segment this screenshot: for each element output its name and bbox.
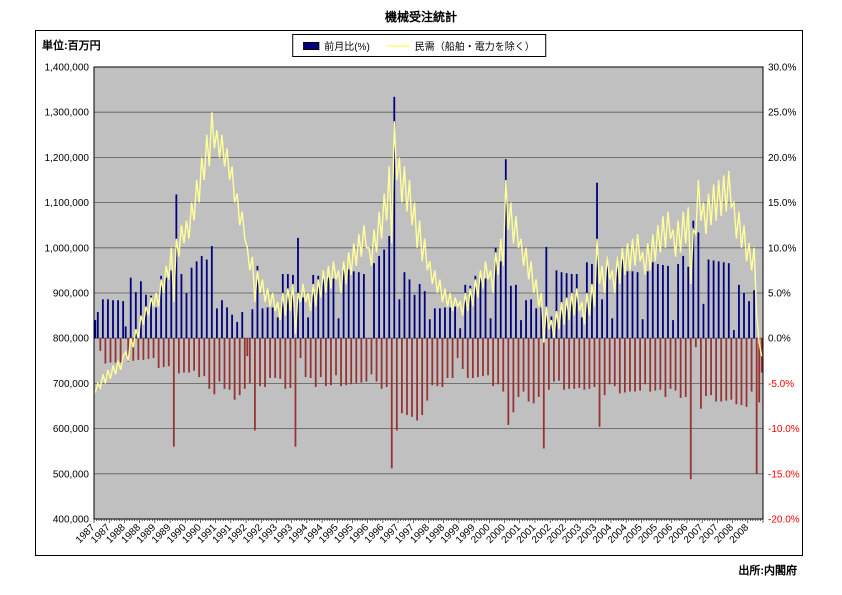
demand-line (94, 112, 763, 393)
svg-text:400,000: 400,000 (53, 515, 90, 526)
svg-text:-10.0%: -10.0% (768, 424, 800, 435)
source-label: 出所:内閣府 (738, 565, 797, 577)
legend: 前月比(%) 民需（船舶・電力を除く） (292, 34, 546, 57)
svg-text:1,000,000: 1,000,000 (45, 243, 90, 254)
right-axis-labels: -20.0% -15.0% -10.0% -5.0% 0.0% 5.0% 10.0% 15.0… (768, 63, 800, 526)
svg-text:0.0%: 0.0% (768, 334, 791, 345)
svg-text:5.0%: 5.0% (768, 289, 791, 300)
legend-bar-swatch (303, 41, 320, 50)
svg-text:15.0%: 15.0% (768, 198, 796, 209)
svg-text:25.0%: 25.0% (768, 108, 796, 119)
svg-text:1,400,000: 1,400,000 (45, 63, 90, 74)
svg-text:-5.0%: -5.0% (768, 379, 794, 390)
svg-text:700,000: 700,000 (53, 379, 90, 390)
chart-frame: 単位:百万円 前月比(%) 民需（船舶・電力を除く） 400,000 500,00… (35, 30, 803, 556)
left-axis-labels: 400,000 500,000 600,000 700,000 800,000 900,0… (45, 63, 90, 526)
svg-text:1,200,000: 1,200,000 (45, 153, 90, 164)
svg-text:1,300,000: 1,300,000 (45, 108, 90, 119)
legend-item-line: 民需（船舶・電力を除く） (385, 38, 535, 53)
unit-label: 単位:百万円 (42, 40, 101, 52)
legend-bar-label: 前月比(%) (324, 42, 370, 53)
svg-text:900,000: 900,000 (53, 289, 90, 300)
chart-svg: 400,000 500,000 600,000 700,000 800,000 900,0… (45, 63, 800, 546)
svg-text:500,000: 500,000 (53, 469, 90, 480)
svg-text:1,100,000: 1,100,000 (45, 198, 90, 209)
svg-text:800,000: 800,000 (53, 334, 90, 345)
mom-bars (94, 96, 763, 480)
x-ticks (93, 519, 764, 523)
x-axis-labels: 1987198719881988198919891990199019911991… (74, 522, 752, 546)
svg-text:-20.0%: -20.0% (768, 515, 800, 526)
svg-text:600,000: 600,000 (53, 424, 90, 435)
svg-text:-15.0%: -15.0% (768, 469, 800, 480)
legend-line-swatch (385, 44, 410, 47)
legend-item-bar: 前月比(%) (303, 38, 370, 53)
svg-text:10.0%: 10.0% (768, 243, 796, 254)
svg-text:20.0%: 20.0% (768, 153, 796, 164)
svg-text:30.0%: 30.0% (768, 63, 796, 74)
chart-title: 機械受注統計 (384, 10, 457, 24)
legend-line-label: 民需（船舶・電力を除く） (414, 42, 535, 53)
